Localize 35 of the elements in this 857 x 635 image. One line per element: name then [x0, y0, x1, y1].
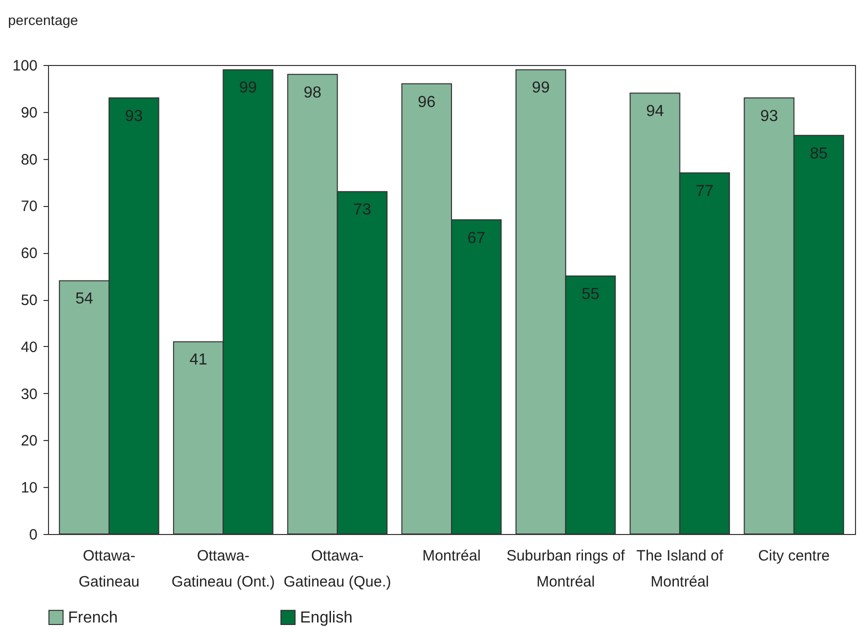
y-tick-label: 100 [12, 58, 38, 74]
y-tick-label: 80 [20, 151, 38, 168]
x-tick-label: Montréal [422, 548, 481, 564]
y-tick-label: 90 [20, 104, 38, 122]
x-tick-label: City centre [758, 548, 830, 564]
x-tick-label: Ottawa-Gatineau (Que.) [284, 548, 392, 590]
data-label: 55 [582, 286, 600, 304]
y-tick-label: 70 [20, 198, 38, 216]
data-label: 54 [75, 290, 94, 308]
y-tick-label: 30 [20, 386, 38, 403]
x-tick-label: The Island of Montréal [636, 548, 724, 590]
x-tick-label: Ottawa-Gatineau (Ont.) [172, 548, 275, 590]
data-label: 96 [418, 94, 436, 111]
data-label: 94 [646, 103, 664, 120]
data-label: 67 [467, 230, 486, 247]
y-tick-label: 40 [20, 338, 38, 356]
x-tick-label: Ottawa-Gatineau [78, 548, 140, 590]
data-label: 99 [239, 80, 258, 97]
data-label: 85 [810, 145, 828, 162]
y-tick-label: 50 [20, 292, 38, 309]
y-tick-label: 10 [20, 480, 38, 497]
x-tick-label: Suburban rings of Montréal [506, 548, 626, 590]
y-tick-label: 20 [20, 432, 38, 450]
legend-label: French [68, 609, 118, 626]
data-label: 98 [304, 84, 322, 102]
data-label: 77 [696, 182, 714, 200]
data-label: 41 [189, 352, 208, 369]
legend-label: English [300, 609, 352, 626]
y-axis-title: percentage [8, 12, 78, 28]
data-label: 99 [532, 80, 550, 97]
y-tick-label: 60 [20, 245, 38, 262]
y-tick-label: 0 [29, 526, 38, 544]
data-label: 93 [124, 108, 143, 125]
data-label: 93 [760, 108, 778, 125]
data-label: 73 [353, 202, 372, 219]
